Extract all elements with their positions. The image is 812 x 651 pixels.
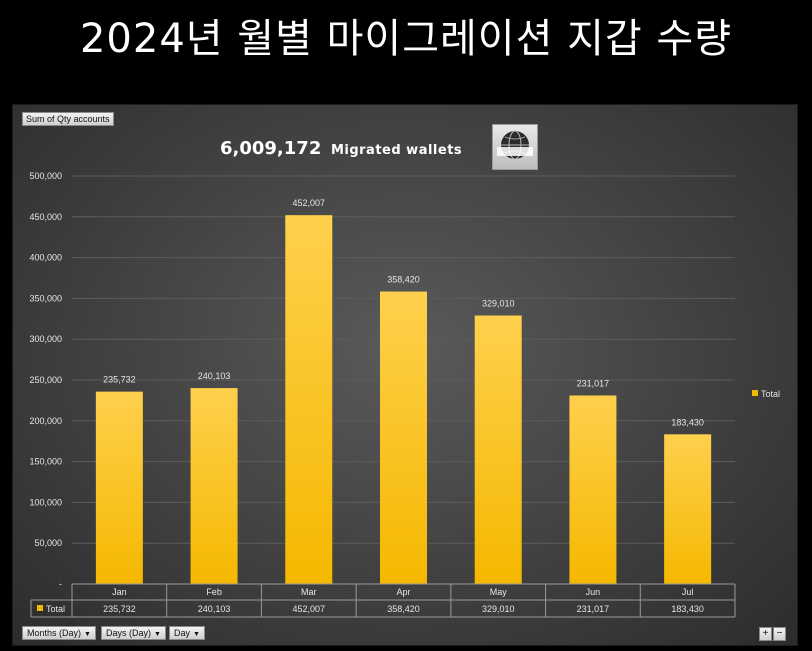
bar-value-label: 358,420 bbox=[387, 275, 420, 285]
bar-value-label: 231,017 bbox=[577, 378, 610, 388]
y-tick-label: 500,000 bbox=[29, 171, 62, 181]
bar-feb bbox=[190, 388, 238, 584]
chevron-down-icon: ▼ bbox=[193, 631, 200, 638]
collapse-button[interactable]: − bbox=[773, 627, 786, 641]
data-table: Total Jan 235,732 Feb 240,103 Mar 452,007 Apr 35… bbox=[30, 583, 736, 618]
bars bbox=[95, 215, 712, 584]
x-category-label: Jun bbox=[586, 587, 601, 597]
legend-swatch bbox=[752, 390, 758, 396]
globe-logo-icon bbox=[497, 130, 533, 160]
bar-value-label: 240,103 bbox=[198, 371, 231, 381]
x-category-label: Feb bbox=[206, 587, 222, 597]
chart-title-text: Migrated wallets bbox=[330, 143, 463, 158]
table-cell-value: 235,732 bbox=[103, 604, 136, 614]
sum-qty-accounts-field-button[interactable]: Sum of Qty accounts bbox=[22, 112, 114, 126]
y-tick-label: 50,000 bbox=[34, 538, 62, 548]
y-tick-label: 150,000 bbox=[29, 457, 62, 467]
y-tick-label: 200,000 bbox=[29, 416, 62, 426]
y-tick-label: 400,000 bbox=[29, 253, 62, 263]
legend: Total bbox=[752, 389, 780, 399]
table-row-label: Total bbox=[46, 604, 65, 614]
table-row-swatch bbox=[37, 605, 43, 611]
y-axis-tick-labels: - 50,000 100,000 150,000 200,000 250,000 300,0… bbox=[29, 171, 62, 589]
bar-value-label: 329,010 bbox=[482, 299, 515, 309]
filter-dropdown-label: Months (Day) bbox=[27, 628, 82, 638]
table-cell-value: 452,007 bbox=[293, 604, 326, 614]
table-cell-value: 231,017 bbox=[577, 604, 610, 614]
bar-may bbox=[474, 315, 522, 584]
bar-value-label: 183,430 bbox=[671, 417, 704, 427]
filter-dropdown-months-day[interactable]: Months (Day) ▼ bbox=[22, 626, 96, 640]
filter-dropdown-label: Day bbox=[174, 628, 191, 638]
y-tick-label: 100,000 bbox=[29, 497, 62, 507]
dao-world-logo bbox=[492, 124, 538, 170]
table-cell-value: 358,420 bbox=[387, 604, 420, 614]
bar-value-labels: 235,732 240,103 452,007 358,420 329,010 231,0… bbox=[103, 198, 704, 427]
bar-value-label: 452,007 bbox=[293, 198, 326, 208]
chart-title-number: 6,009,172 bbox=[220, 138, 322, 159]
filter-dropdown-label: Days (Day) bbox=[106, 628, 152, 638]
filter-dropdown-day[interactable]: Day ▼ bbox=[169, 626, 205, 640]
table-cell-value: 329,010 bbox=[482, 604, 515, 614]
expand-button[interactable]: + bbox=[759, 627, 772, 641]
bar-apr bbox=[380, 291, 427, 584]
bar-jun bbox=[569, 395, 617, 584]
chevron-down-icon: ▼ bbox=[84, 631, 91, 638]
x-category-label: May bbox=[490, 587, 508, 597]
y-tick-label: 450,000 bbox=[29, 212, 62, 222]
x-category-label: Apr bbox=[396, 587, 410, 597]
legend-label: Total bbox=[761, 389, 780, 399]
x-category-label: Jul bbox=[682, 587, 694, 597]
table-cell-value: 240,103 bbox=[198, 604, 231, 614]
y-tick-label: 250,000 bbox=[29, 375, 62, 385]
y-tick-label: - bbox=[59, 579, 62, 589]
x-category-label: Jan bbox=[112, 587, 127, 597]
bar-value-label: 235,732 bbox=[103, 375, 136, 385]
page-headline: 2024년 월별 마이그레이션 지갑 수량 bbox=[79, 16, 733, 62]
chart-title: 6,009,172 Migrated wallets bbox=[220, 138, 462, 159]
table-cell-value: 183,430 bbox=[671, 604, 704, 614]
y-tick-label: 300,000 bbox=[29, 334, 62, 344]
filter-dropdown-days-day[interactable]: Days (Day) ▼ bbox=[101, 626, 166, 640]
chevron-down-icon: ▼ bbox=[154, 631, 161, 638]
y-tick-label: 350,000 bbox=[29, 293, 62, 303]
bar-mar bbox=[285, 215, 333, 584]
x-category-label: Mar bbox=[301, 587, 317, 597]
bar-jul bbox=[664, 434, 712, 584]
bar-jan bbox=[95, 391, 143, 584]
